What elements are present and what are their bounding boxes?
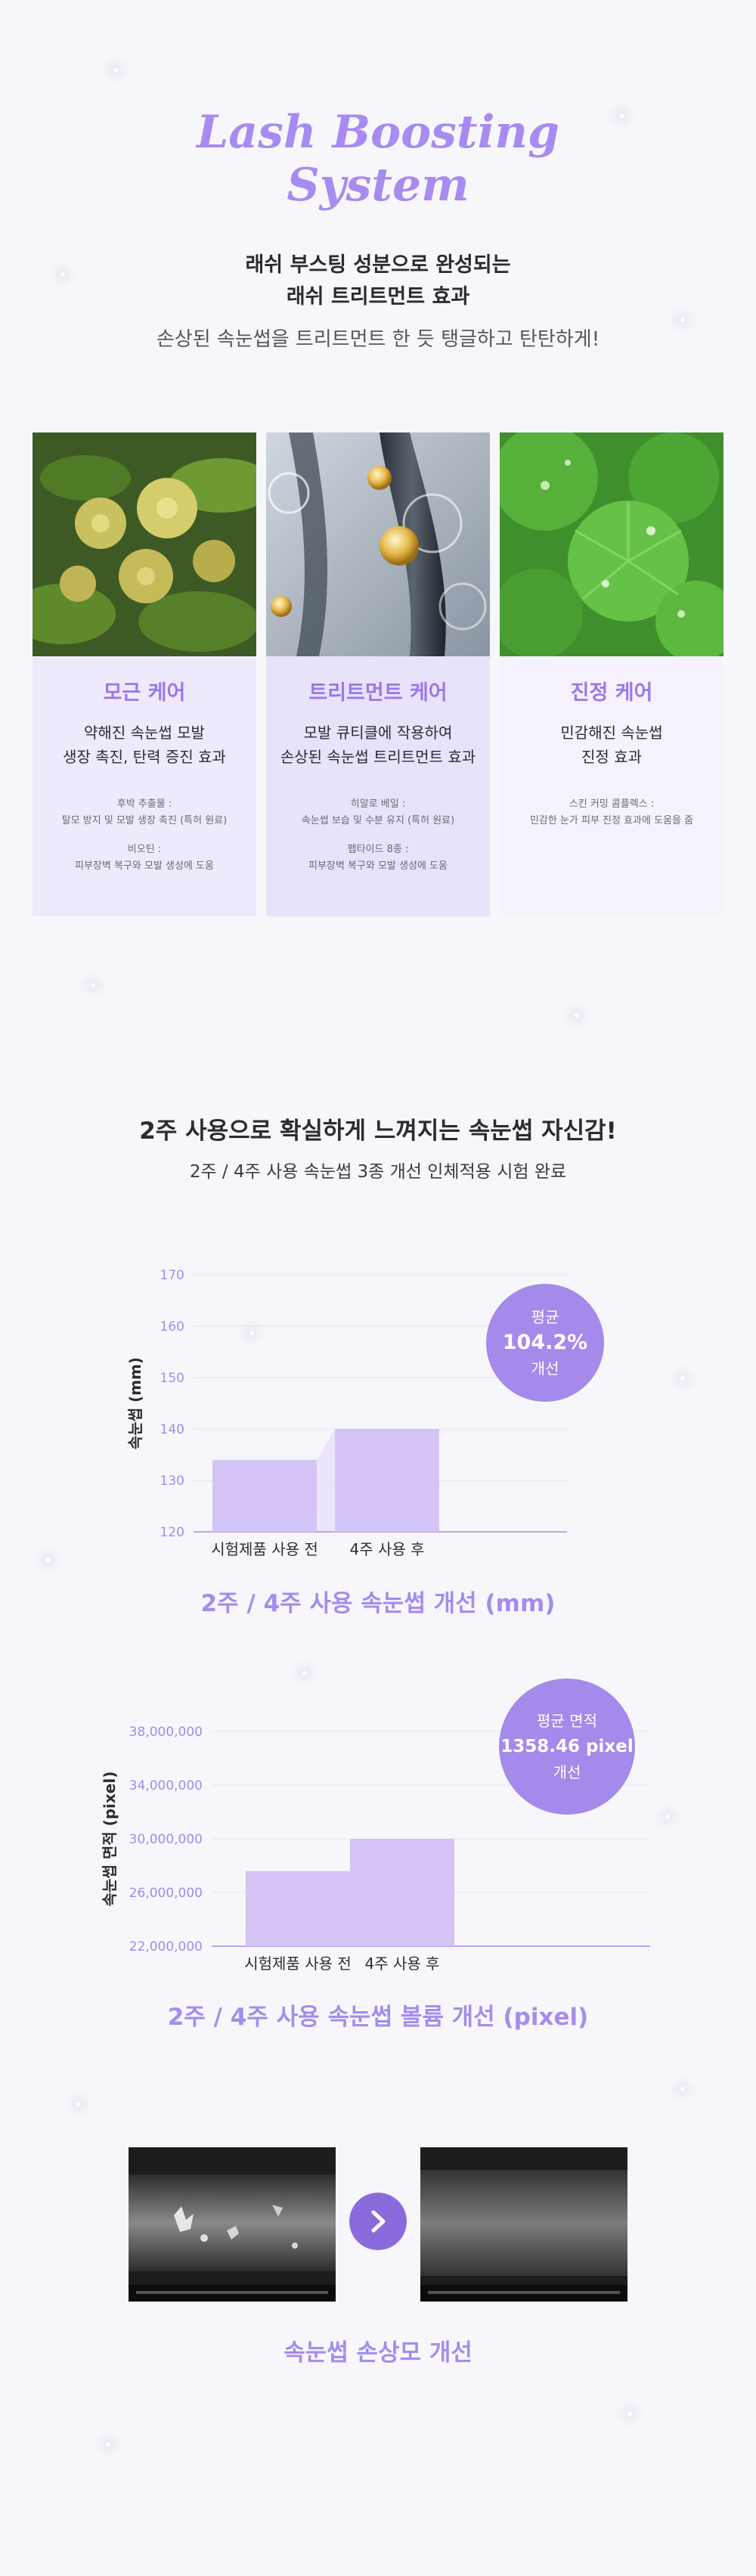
card-root-care: 모근 케어 약해진 속눈썹 모발 생장 촉진, 탄력 증진 효과 후박 추출물 … <box>33 432 256 916</box>
sparkle-decoration <box>665 1815 670 1819</box>
lash-volume-chart: 속눈썹 면적 (pixel) 22,000,000 26,000,000 30,000… <box>101 1725 650 1973</box>
chart-caption: 2주 / 4주 사용 속눈썹 볼륨 개선 (pixel) <box>167 2004 589 2031</box>
card-description-line: 진정 효과 <box>581 748 642 766</box>
ingredient-desc: 피부장벽 복구와 모발 생성에 도움 <box>75 860 214 872</box>
bar-1 <box>212 1459 317 1532</box>
lash-length-chart: 속눈썹 (mm) 120 130 140 150 160 170 시험제품 사용 전 4주 사용… <box>126 1268 567 1558</box>
sparkle-decoration <box>113 68 118 73</box>
ingredient-info: 히알로 베일 : 속눈썹 보습 및 수분 유지 (특허 원료) <box>266 796 490 829</box>
bar-2 <box>350 1839 454 1946</box>
x-tick-label: 4주 사용 후 <box>349 1540 424 1558</box>
card-description: 약해진 속눈썹 모발 생장 촉진, 탄력 증진 효과 <box>33 721 256 769</box>
section-title: 2주 사용으로 확실하게 느껴지는 속눈썹 자신감! <box>139 1118 617 1145</box>
y-tick-label: 150 <box>160 1371 184 1386</box>
card-description-line: 민감해진 속눈썹 <box>560 724 663 742</box>
bar-1 <box>246 1871 350 1946</box>
ingredient-name: 히알로 베일 : <box>350 798 406 810</box>
hero-subtitle-line1: 래쉬 부스팅 성분으로 완성되는 <box>245 253 511 277</box>
sparkle-decoration <box>620 113 624 118</box>
sem-caption: 속눈썹 손상모 개선 <box>284 2339 472 2367</box>
y-tick-label: 170 <box>160 1268 184 1283</box>
centella-leaf-photo <box>500 432 723 656</box>
y-tick-label: 38,000,000 <box>129 1725 203 1740</box>
y-axis-label: 속눈썹 (mm) <box>126 1357 144 1449</box>
badge-label: 개선 <box>553 1763 581 1781</box>
card-soothing-care: 진정 케어 민감해진 속눈썹 진정 효과 스킨 커밍 콤플렉스 : 민감한 눈가… <box>500 432 723 916</box>
y-tick-label: 120 <box>160 1525 184 1540</box>
y-tick-label: 26,000,000 <box>129 1886 203 1901</box>
ingredient-desc: 피부장벽 복구와 모발 생성에 도움 <box>308 860 448 872</box>
next-arrow-button <box>349 2193 407 2250</box>
chart-caption: 2주 / 4주 사용 속눈썹 개선 (mm) <box>200 1590 556 1617</box>
sparkle-decoration <box>627 2412 632 2416</box>
y-tick-label: 22,000,000 <box>129 1939 203 1954</box>
y-tick-label: 34,000,000 <box>129 1778 203 1793</box>
hero-description: 손상된 속눈썹을 트리트먼트 한 듯 탱글하고 탄탄하게! <box>156 328 600 351</box>
x-tick-label: 시험제품 사용 전 <box>211 1540 318 1558</box>
badge-value: 1358.46 pixel <box>500 1737 634 1756</box>
card-title: 모근 케어 <box>103 681 186 705</box>
sparkle-decoration <box>45 1558 50 1562</box>
ingredient-info: 펩타이드 8종 : 피부장벽 복구와 모발 생성에 도움 <box>266 842 490 875</box>
improvement-badge: 평균 104.2% 개선 <box>486 1284 604 1402</box>
chevron-right-icon <box>371 2210 386 2233</box>
hair-strand-photo <box>266 432 490 656</box>
sparkle-decoration <box>680 1376 685 1381</box>
ingredient-info: 후박 추출물 : 탈모 방지 및 모발 생장 촉진 (특허 원료) <box>33 796 256 829</box>
hero-title: Lash Boosting System <box>0 106 756 212</box>
sem-image-before <box>129 2147 336 2302</box>
hero-subtitle: 래쉬 부스팅 성분으로 완성되는 래쉬 트리트먼트 효과 <box>0 250 756 313</box>
ingredient-cards: 모근 케어 약해진 속눈썹 모발 생장 촉진, 탄력 증진 효과 후박 추출물 … <box>33 432 723 916</box>
ingredient-name: 펩타이드 8종 : <box>347 844 409 855</box>
badge-label: 평균 면적 <box>537 1712 597 1730</box>
card-description-line: 약해진 속눈썹 모발 <box>84 724 205 742</box>
bar-2 <box>335 1429 439 1532</box>
ingredient-name: 비오틴 : <box>127 844 162 855</box>
sem-image-after <box>420 2147 627 2302</box>
magnolia-flower-photo <box>33 432 256 656</box>
sparkle-decoration <box>76 2102 80 2106</box>
hero-subtitle-line2: 래쉬 트리트먼트 효과 <box>286 285 470 308</box>
card-title: 진정 케어 <box>570 681 653 705</box>
card-description-line: 생장 촉진, 탄력 증진 효과 <box>63 748 226 766</box>
card-body: 진정 케어 민감해진 속눈썹 진정 효과 스킨 커밍 콤플렉스 : 민감한 눈가… <box>500 656 723 916</box>
section-subtitle: 2주 / 4주 사용 속눈썹 3종 개선 인체적용 시험 완료 <box>189 1162 567 1182</box>
sparkle-decoration <box>680 2087 685 2091</box>
y-tick-label: 130 <box>160 1474 184 1489</box>
ingredient-desc: 속눈썹 보습 및 수분 유지 (특허 원료) <box>301 815 455 826</box>
x-tick-label: 시험제품 사용 전 <box>244 1954 352 1973</box>
sparkle-decoration <box>302 1671 307 1675</box>
card-body: 모근 케어 약해진 속눈썹 모발 생장 촉진, 탄력 증진 효과 후박 추출물 … <box>33 656 256 916</box>
badge-value: 104.2% <box>502 1331 588 1354</box>
y-tick-label: 160 <box>160 1319 184 1334</box>
card-description-line: 모발 큐티클에 작용하여 <box>303 724 453 742</box>
card-body: 트리트먼트 케어 모발 큐티클에 작용하여 손상된 속눈썹 트리트먼트 효과 히… <box>266 656 490 916</box>
sparkle-decoration <box>106 2442 110 2447</box>
ingredient-info: 비오틴 : 피부장벽 복구와 모발 생성에 도움 <box>33 842 256 875</box>
ingredient-info: 스킨 커밍 콤플렉스 : 민감한 눈가 피부 진정 효과에 도움을 줌 <box>500 796 723 829</box>
sparkle-decoration <box>91 983 95 987</box>
ingredient-name: 스킨 커밍 콤플렉스 : <box>569 798 655 810</box>
sparkle-decoration <box>680 318 685 322</box>
ingredient-name: 후박 추출물 : <box>116 798 172 810</box>
card-description: 모발 큐티클에 작용하여 손상된 속눈썹 트리트먼트 효과 <box>266 721 490 769</box>
x-tick-label: 4주 사용 후 <box>364 1954 439 1973</box>
ingredient-desc: 탈모 방지 및 모발 생장 촉진 (특허 원료) <box>61 815 228 826</box>
improvement-badge: 평균 면적 1358.46 pixel 개선 <box>499 1679 635 1815</box>
y-tick-label: 140 <box>160 1422 184 1437</box>
card-description-line: 손상된 속눈썹 트리트먼트 효과 <box>280 748 476 766</box>
badge-label: 평균 <box>531 1308 559 1326</box>
sparkle-decoration <box>249 1331 254 1335</box>
hero-title-line1: Lash Boosting <box>197 106 559 159</box>
card-title: 트리트먼트 케어 <box>308 681 448 705</box>
card-description: 민감해진 속눈썹 진정 효과 <box>500 721 723 769</box>
ingredient-desc: 민감한 눈가 피부 진정 효과에 도움을 줌 <box>529 815 694 826</box>
sparkle-decoration <box>575 1013 579 1018</box>
card-treatment-care: 트리트먼트 케어 모발 큐티클에 작용하여 손상된 속눈썹 트리트먼트 효과 히… <box>266 432 490 916</box>
hero-title-line2: System <box>287 159 469 212</box>
sparkle-decoration <box>60 272 65 277</box>
badge-label: 개선 <box>531 1359 559 1378</box>
y-axis-label: 속눈썹 면적 (pixel) <box>101 1772 119 1907</box>
y-tick-label: 30,000,000 <box>129 1832 203 1847</box>
